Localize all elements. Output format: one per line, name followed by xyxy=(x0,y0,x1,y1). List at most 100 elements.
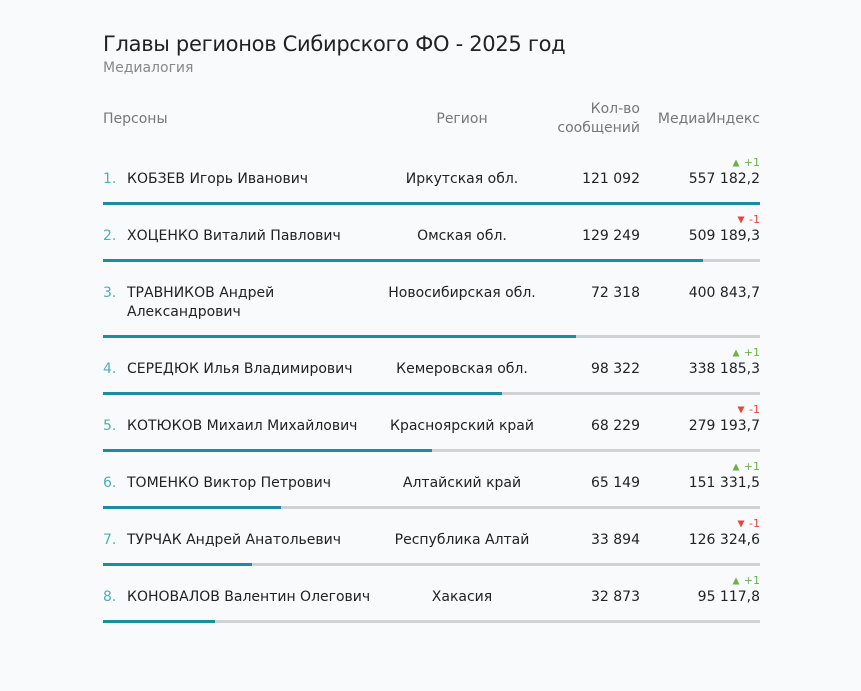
change: -1 xyxy=(640,403,760,417)
arrow-shape xyxy=(737,520,745,528)
table-row: 6. ТОМЕНКО Виктор Петрович Алтайский край 6… xyxy=(103,452,760,506)
region: Красноярский край xyxy=(390,418,534,434)
index-bar xyxy=(103,202,760,205)
change-value: +1 xyxy=(743,574,760,587)
rank: 1. xyxy=(103,171,117,187)
rank: 7. xyxy=(103,532,117,548)
change-value: -1 xyxy=(749,517,760,530)
bar-track xyxy=(103,506,760,509)
bar-track xyxy=(103,335,760,338)
region: Хакасия xyxy=(431,589,493,605)
rank: 2. xyxy=(103,228,117,244)
change-arrow xyxy=(737,406,745,414)
index-bar xyxy=(103,563,252,566)
change: -1 xyxy=(640,213,760,227)
person-name: СЕРЕДЮК Илья Владимирович xyxy=(127,361,353,377)
region: Республика Алтай xyxy=(394,532,530,548)
change: +1 xyxy=(640,156,760,170)
index-cell: +1 557 182,2 xyxy=(640,156,760,189)
change-value: +1 xyxy=(743,346,760,359)
media-index: 95 117,8 xyxy=(697,589,760,605)
rows: 1. КОБЗЕВ Игорь Иванович Иркутская обл. 121… xyxy=(103,148,760,623)
rank: 6. xyxy=(103,475,117,491)
table-widget: Главы регионов Сибирского ФО - 2025 год … xyxy=(103,30,760,623)
change-value: -1 xyxy=(749,213,760,226)
index-cell: +1 95 117,8 xyxy=(640,574,760,607)
index-cell: -1 279 193,7 xyxy=(640,403,760,436)
message-count: 121 092 xyxy=(582,171,640,187)
person-name: ТОМЕНКО Виктор Петрович xyxy=(127,475,332,491)
index-cell: +1 151 331,5 xyxy=(640,460,760,493)
rank: 3. xyxy=(103,285,117,301)
header-row: Персоны Регион Кол-во сообщений МедиаИнд… xyxy=(103,98,760,140)
rank: 4. xyxy=(103,361,117,377)
region: Омская обл. xyxy=(417,228,507,244)
change: +1 xyxy=(640,574,760,588)
message-count: 32 873 xyxy=(591,589,640,605)
change-arrow xyxy=(732,577,740,585)
media-index: 279 193,7 xyxy=(688,418,760,434)
person-name: ХОЦЕНКО Виталий Павлович xyxy=(127,228,341,244)
media-index: 400 843,7 xyxy=(688,285,760,301)
change-value: +1 xyxy=(743,460,760,473)
index-bar xyxy=(103,259,704,262)
region: Кемеровская обл. xyxy=(396,361,528,377)
table-row: 7. ТУРЧАК Андрей Анатольевич Республика Ал… xyxy=(103,509,760,563)
arrow-shape xyxy=(732,577,740,585)
index-cell: -1 509 189,3 xyxy=(640,213,760,246)
change xyxy=(640,270,760,284)
arrow-shape xyxy=(732,463,740,471)
change-value: +1 xyxy=(743,156,760,169)
change-arrow xyxy=(732,159,740,167)
bar-track xyxy=(103,259,760,262)
change: +1 xyxy=(640,460,760,474)
column-header: Персоны xyxy=(103,110,168,127)
table-row: 1. КОБЗЕВ Игорь Иванович Иркутская обл. 121… xyxy=(103,148,760,202)
change-arrow xyxy=(737,520,745,528)
person-name: КОНОВАЛОВ Валентин Олегович xyxy=(127,589,371,605)
column-header: МедиаИндекс xyxy=(657,110,760,127)
change-arrow xyxy=(732,463,740,471)
index-bar xyxy=(103,620,216,623)
message-count: 33 894 xyxy=(591,532,640,548)
change-arrow xyxy=(737,216,745,224)
index-cell: +1 338 185,3 xyxy=(640,346,760,379)
bar-track xyxy=(103,563,760,566)
media-index: 126 324,6 xyxy=(688,532,760,548)
index-bar xyxy=(103,392,502,395)
message-count: 72 318 xyxy=(591,285,640,301)
change-arrow xyxy=(732,349,740,357)
bar-track xyxy=(103,620,760,623)
index-bar xyxy=(103,449,433,452)
region: Иркутская обл. xyxy=(405,171,519,187)
region: Новосибирская обл. xyxy=(388,285,536,301)
arrow-shape xyxy=(737,406,745,414)
rank: 5. xyxy=(103,418,117,434)
person-name: КОБЗЕВ Игорь Иванович xyxy=(127,171,309,187)
bar-track xyxy=(103,202,760,205)
message-count: 65 149 xyxy=(591,475,640,491)
change: +1 xyxy=(640,346,760,360)
media-index: 151 331,5 xyxy=(688,475,760,491)
media-index: 557 182,2 xyxy=(688,171,760,187)
change: -1 xyxy=(640,517,760,531)
subtitle: Медиалогия xyxy=(103,60,194,76)
person-name: ТРАВНИКОВ Андрей Александрович xyxy=(127,285,275,320)
bar-track xyxy=(103,392,760,395)
rank: 8. xyxy=(103,589,117,605)
index-bar xyxy=(103,506,282,509)
change-value: -1 xyxy=(749,403,760,416)
index-cell: 400 843,7 xyxy=(640,270,760,322)
table-row: 8. КОНОВАЛОВ Валентин Олегович Хакасия 32 8… xyxy=(103,566,760,620)
arrow-shape xyxy=(737,216,745,224)
column-header: Кол-во сообщений xyxy=(557,101,640,136)
table-row: 4. СЕРЕДЮК Илья Владимирович Кемеровская о… xyxy=(103,338,760,392)
arrow-shape xyxy=(732,159,740,167)
media-index: 338 185,3 xyxy=(688,361,760,377)
message-count: 68 229 xyxy=(591,418,640,434)
index-cell: -1 126 324,6 xyxy=(640,517,760,550)
person-name: КОТЮКОВ Михаил Михайлович xyxy=(127,418,358,434)
person-name: ТУРЧАК Андрей Анатольевич xyxy=(127,532,342,548)
index-bar xyxy=(103,335,576,338)
